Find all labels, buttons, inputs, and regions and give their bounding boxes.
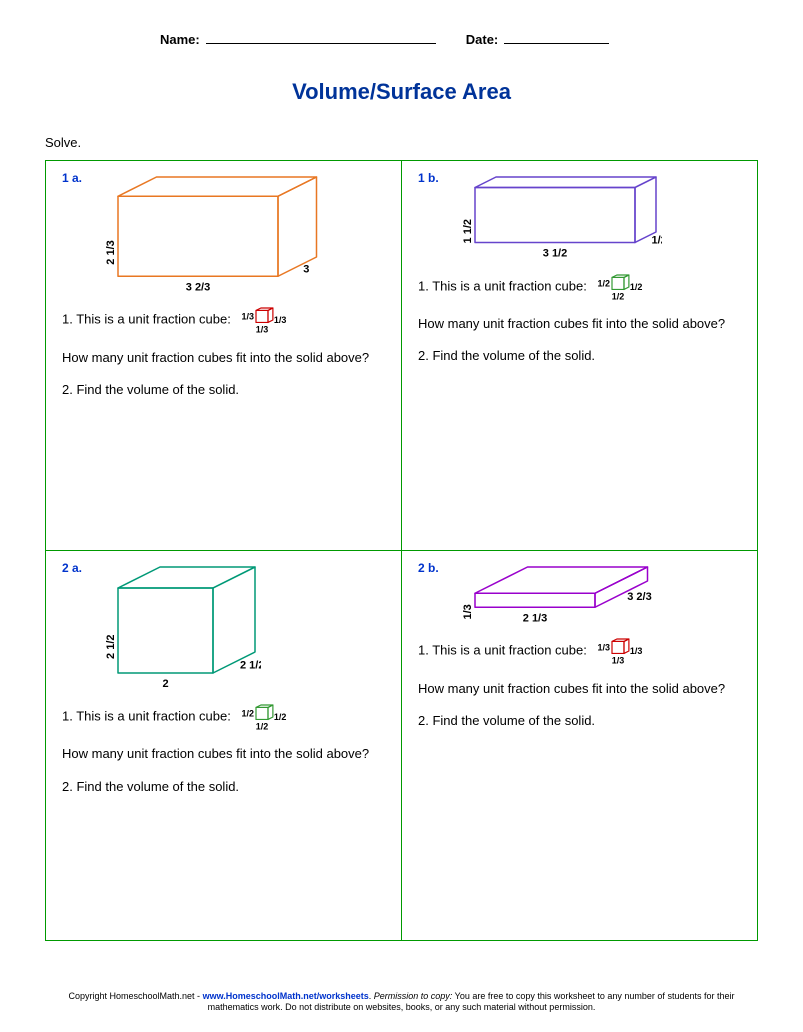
svg-text:1/3: 1/3 — [612, 656, 625, 666]
problem-cell: 2 a. 2 1/2 2 2 1/2 1. This is a unit fract… — [46, 551, 402, 941]
svg-text:1 1/2: 1 1/2 — [462, 219, 474, 243]
name-label: Name: — [160, 32, 200, 47]
question-line: How many unit fraction cubes fit into th… — [62, 349, 385, 367]
question-line: 2. Find the volume of the solid. — [418, 712, 741, 730]
problem-cell: 2 b. 1/3 2 1/3 3 2/3 1. This is a unit fra… — [402, 551, 758, 941]
date-label: Date: — [466, 32, 499, 47]
page-title: Volume/Surface Area — [45, 79, 758, 105]
svg-text:1/2: 1/2 — [242, 708, 255, 718]
question-line: 2. Find the volume of the solid. — [62, 778, 385, 796]
svg-text:1/2: 1/2 — [612, 291, 625, 301]
problem-grid: 1 a. 2 1/3 3 2/3 3 1. This is a unit fract… — [45, 160, 758, 941]
svg-text:1/2: 1/2 — [256, 721, 269, 731]
question-line: 1. This is a unit fraction cube: — [418, 278, 587, 293]
svg-text:2 1/3: 2 1/3 — [105, 240, 117, 264]
question-line: 1. This is a unit fraction cube: — [62, 709, 231, 724]
svg-text:2 1/2: 2 1/2 — [105, 635, 117, 659]
unit-cube-icon: 1/2 1/2 1/2 — [594, 273, 649, 301]
footer-perm-label: Permission to copy: — [374, 991, 453, 1001]
footer-link[interactable]: www.HomeschoolMath.net/worksheets — [203, 991, 369, 1001]
svg-text:2 1/3: 2 1/3 — [522, 612, 546, 624]
question-line: How many unit fraction cubes fit into th… — [418, 315, 741, 333]
problem-label: 1 a. — [62, 171, 82, 185]
problem-label: 2 a. — [62, 561, 82, 575]
svg-text:1/2: 1/2 — [651, 234, 662, 246]
unit-cube-icon: 1/2 1/2 1/2 — [238, 703, 293, 731]
svg-text:2: 2 — [162, 678, 168, 690]
svg-text:3: 3 — [303, 264, 309, 276]
svg-text:1/3: 1/3 — [598, 643, 611, 653]
svg-text:2 1/2: 2 1/2 — [240, 660, 261, 672]
question-line: 1. This is a unit fraction cube: — [62, 312, 231, 327]
svg-text:3 1/2: 3 1/2 — [542, 248, 566, 260]
footer-copyright: Copyright HomeschoolMath.net - — [69, 991, 203, 1001]
svg-text:1/3: 1/3 — [256, 325, 269, 335]
solid-figure: 2 1/2 2 2 1/2 — [90, 561, 385, 693]
svg-text:1/3: 1/3 — [274, 315, 287, 325]
question-line: How many unit fraction cubes fit into th… — [418, 680, 741, 698]
footer: Copyright HomeschoolMath.net - www.Homes… — [0, 991, 803, 1014]
svg-text:1/2: 1/2 — [598, 278, 611, 288]
worksheet-header: Name: Date: — [160, 30, 758, 47]
solid-figure: 1/3 2 1/3 3 2/3 — [447, 561, 741, 627]
svg-text:1/2: 1/2 — [274, 712, 287, 722]
solid-figure: 2 1/3 3 2/3 3 — [90, 171, 385, 296]
svg-text:1/3: 1/3 — [630, 646, 643, 656]
unit-cube-icon: 1/3 1/3 1/3 — [238, 306, 293, 334]
question-line: How many unit fraction cubes fit into th… — [62, 745, 385, 763]
question-line: 2. Find the volume of the solid. — [62, 381, 385, 399]
svg-text:3 2/3: 3 2/3 — [627, 591, 651, 603]
svg-text:1/3: 1/3 — [242, 312, 255, 322]
svg-text:1/3: 1/3 — [462, 604, 474, 619]
problem-label: 2 b. — [418, 561, 439, 575]
question-line: 1. This is a unit fraction cube: — [418, 643, 587, 658]
problem-cell: 1 b. 1 1/2 3 1/2 1/2 1. This is a unit fra… — [402, 161, 758, 551]
unit-cube-icon: 1/3 1/3 1/3 — [594, 637, 649, 665]
date-blank — [504, 30, 609, 44]
name-blank — [206, 30, 436, 44]
problem-label: 1 b. — [418, 171, 439, 185]
svg-text:1/2: 1/2 — [630, 282, 643, 292]
problem-text: 1. This is a unit fraction cube: 1/3 1/3… — [418, 637, 741, 730]
question-line: 2. Find the volume of the solid. — [418, 347, 741, 365]
instruction: Solve. — [45, 135, 758, 150]
problem-cell: 1 a. 2 1/3 3 2/3 3 1. This is a unit fract… — [46, 161, 402, 551]
problem-text: 1. This is a unit fraction cube: 1/3 1/3… — [62, 306, 385, 399]
problem-text: 1. This is a unit fraction cube: 1/2 1/2… — [418, 273, 741, 366]
solid-figure: 1 1/2 3 1/2 1/2 — [447, 171, 741, 263]
svg-text:3 2/3: 3 2/3 — [186, 281, 210, 293]
problem-text: 1. This is a unit fraction cube: 1/2 1/2… — [62, 703, 385, 796]
